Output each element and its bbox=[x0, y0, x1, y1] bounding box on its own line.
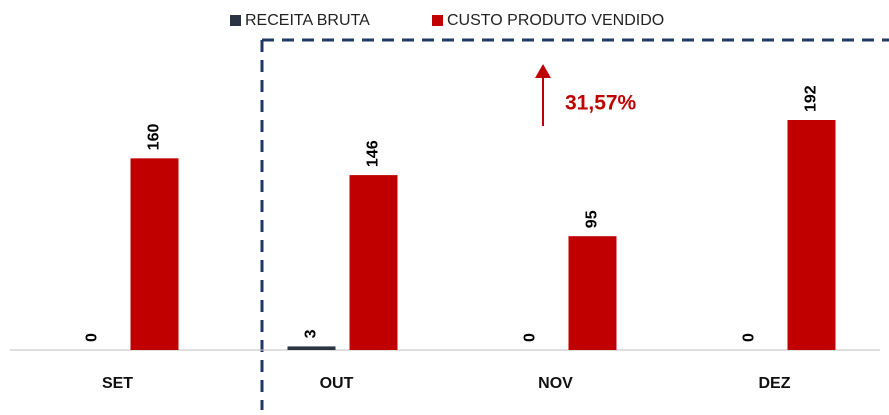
x-tick-label: DEZ bbox=[759, 375, 791, 392]
legend-swatch bbox=[230, 15, 241, 26]
bar bbox=[568, 236, 617, 350]
legend-swatch bbox=[432, 15, 443, 26]
growth-arrow-head bbox=[535, 64, 551, 78]
bar bbox=[130, 158, 179, 350]
x-tick-label: OUT bbox=[320, 375, 354, 392]
x-tick-label: NOV bbox=[538, 375, 573, 392]
data-label: 160 bbox=[146, 124, 163, 151]
x-tick-label: SET bbox=[102, 375, 133, 392]
bar bbox=[787, 120, 836, 350]
legend-label: RECEITA BRUTA bbox=[245, 12, 370, 29]
data-label: 146 bbox=[365, 140, 382, 167]
data-label: 0 bbox=[84, 333, 101, 342]
legend-label: CUSTO PRODUTO VENDIDO bbox=[447, 12, 664, 29]
growth-annotation: 31,57% bbox=[565, 92, 637, 115]
bar bbox=[287, 346, 336, 350]
data-label: 3 bbox=[303, 329, 320, 338]
data-label: 0 bbox=[522, 333, 539, 342]
data-label: 95 bbox=[584, 210, 601, 228]
bar bbox=[349, 175, 398, 350]
data-label: 0 bbox=[741, 333, 758, 342]
data-label: 192 bbox=[803, 85, 820, 112]
